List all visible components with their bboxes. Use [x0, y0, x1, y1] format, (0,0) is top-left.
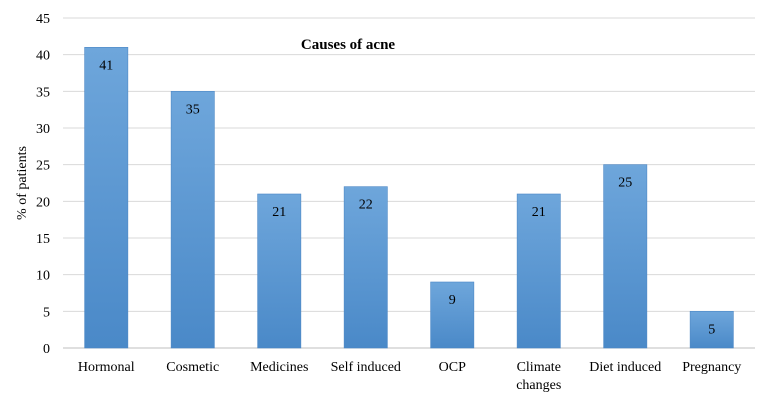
data-label: 5: [708, 322, 715, 337]
labels: 41 Hormonal 35 Cosmetic 21 Medicines 22 Self in…: [78, 58, 741, 393]
bar: [257, 193, 302, 349]
x-tick-label: Self induced: [331, 360, 401, 375]
x-tick-label: Hormonal: [78, 360, 135, 375]
bar: [84, 47, 129, 349]
data-label: 21: [272, 205, 286, 220]
data-label: 25: [618, 176, 632, 191]
bar: [516, 193, 561, 349]
data-label: 21: [532, 205, 546, 220]
bar: [689, 311, 734, 349]
x-tick-label: Pregnancy: [682, 360, 741, 375]
x-tick-label: Climate changes: [516, 360, 561, 393]
x-tick-label: Medicines: [250, 360, 308, 375]
y-tick-label: 40: [36, 49, 50, 64]
x-tick-label: Diet induced: [589, 360, 661, 375]
bar: [603, 164, 648, 349]
y-tick-label: 45: [36, 12, 50, 27]
data-label: 9: [449, 293, 456, 308]
bar: [430, 281, 475, 349]
y-tick-label: 20: [36, 195, 50, 210]
data-label: 41: [99, 58, 113, 73]
y-tick-label: 15: [36, 232, 50, 247]
y-tick-label: 5: [43, 305, 50, 320]
bars: [84, 47, 734, 349]
x-tick-label: Cosmetic: [166, 360, 219, 375]
bar: [343, 186, 388, 349]
y-tick-label: 10: [36, 269, 50, 284]
chart-title: Causes of acne: [301, 37, 396, 53]
gridlines: [63, 17, 755, 312]
y-tick-label: 35: [36, 85, 50, 100]
data-label: 22: [359, 198, 373, 213]
y-axis-title: % of patients: [15, 146, 30, 220]
y-tick-label: 0: [43, 342, 50, 357]
y-tick-label: 30: [36, 122, 50, 137]
x-tick-label: OCP: [439, 360, 466, 375]
y-tick-label: 25: [36, 159, 50, 174]
bar: [170, 91, 215, 349]
data-label: 35: [186, 102, 200, 117]
